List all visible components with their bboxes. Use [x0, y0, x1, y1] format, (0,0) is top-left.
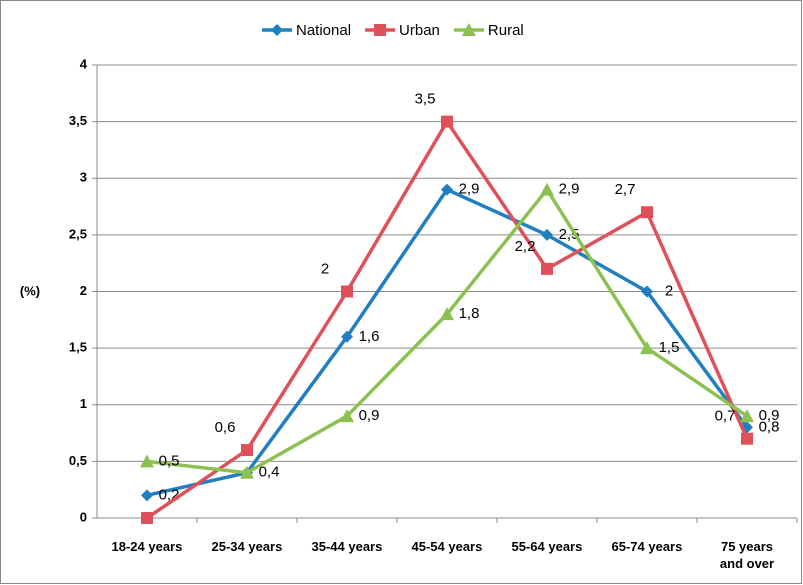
marker — [541, 262, 553, 275]
x-tick-label: 75 years and over — [719, 539, 775, 571]
x-tick-label: 35-44 years — [311, 539, 383, 554]
value-label: 3,5 — [415, 91, 436, 108]
marker — [540, 182, 554, 196]
value-label: 0,9 — [359, 407, 380, 424]
marker — [241, 444, 253, 457]
marker — [741, 432, 753, 445]
marker — [541, 228, 553, 241]
value-label: 0,9 — [759, 407, 780, 424]
value-label: 2,2 — [515, 238, 536, 255]
y-tick-label: 0 — [80, 509, 87, 524]
marker — [740, 409, 754, 423]
legend-label: Urban — [399, 22, 440, 39]
marker — [340, 409, 354, 423]
value-label: 2,9 — [559, 181, 580, 198]
x-tick-label: 65-74 years — [611, 539, 683, 554]
marker — [240, 465, 254, 479]
y-tick-label: 4 — [80, 56, 88, 71]
value-label: 0,2 — [159, 486, 180, 503]
marker — [440, 307, 454, 321]
value-label: 0,5 — [159, 452, 180, 469]
marker — [461, 23, 476, 36]
legend-label: Rural — [488, 22, 524, 39]
x-tick-label: 18-24 years — [111, 539, 183, 554]
marker — [141, 489, 153, 502]
marker — [641, 285, 653, 298]
x-tick-label: 25-34 years — [211, 539, 283, 554]
y-tick-label: 0,5 — [69, 453, 87, 468]
value-label: 0,4 — [259, 464, 280, 481]
value-label: 2 — [321, 260, 329, 277]
y-tick-label: 2 — [80, 283, 87, 298]
value-label: 1,5 — [659, 339, 680, 356]
y-tick-label: 1 — [80, 396, 87, 411]
marker — [374, 24, 387, 36]
x-tick-label: 45-54 years — [411, 539, 483, 554]
marker — [271, 24, 283, 36]
marker — [441, 115, 453, 128]
marker — [341, 330, 353, 343]
value-label: 2,7 — [615, 181, 636, 198]
marker — [341, 285, 353, 298]
marker — [441, 183, 453, 196]
y-tick-label: 2,5 — [69, 226, 87, 241]
y-axis-label: (%) — [20, 283, 40, 298]
marker — [140, 454, 154, 468]
value-label: 2,9 — [459, 181, 480, 198]
x-tick-label: 55-64 years — [511, 539, 583, 554]
value-label: 1,6 — [359, 328, 380, 345]
value-label: 2 — [665, 282, 673, 299]
y-tick-label: 3 — [80, 170, 87, 185]
marker — [141, 512, 153, 524]
y-tick-label: 1,5 — [69, 340, 87, 355]
y-tick-label: 3,5 — [69, 113, 87, 128]
marker — [641, 206, 653, 219]
marker — [640, 341, 654, 355]
value-label: 0,6 — [215, 419, 236, 436]
legend-label: National — [296, 22, 351, 39]
value-label: 0,7 — [715, 408, 736, 425]
value-label: 1,8 — [459, 305, 480, 322]
value-label: 0,8 — [759, 418, 780, 435]
